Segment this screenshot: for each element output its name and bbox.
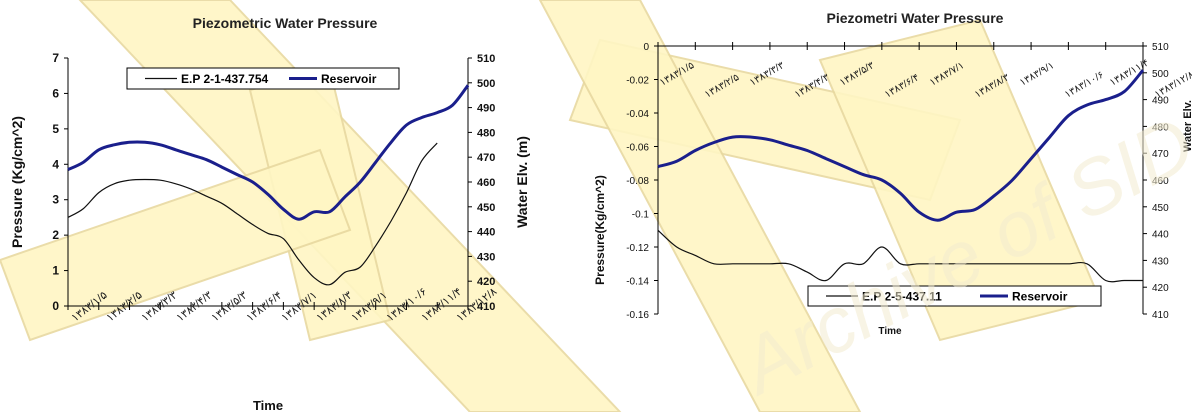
y2-tick-label: 430 — [477, 251, 495, 263]
y-tick-label: 0 — [643, 42, 649, 53]
legend-box — [807, 285, 1102, 307]
y-axis-label: Pressure (Kg/cm^2) — [9, 116, 25, 248]
x-tick-label: ۱۳۸۳/۹/۱ — [1018, 60, 1056, 88]
y2-tick-label: 500 — [1152, 69, 1169, 80]
y2-tick-label: 440 — [477, 227, 495, 239]
y-tick-label: -0.14 — [626, 277, 649, 288]
x-axis-label: Time — [878, 326, 902, 337]
y-tick-label: -0.04 — [626, 109, 649, 120]
x-tick-label: ۱۳۸۳/۴/۳ — [793, 72, 832, 101]
x-tick-label: ۱۳۸۳/۸/۳ — [973, 72, 1012, 101]
watermark-band-4 — [0, 148, 352, 342]
legend-label-pressure: E.P 2-1-437.754 — [181, 72, 269, 86]
watermark-band-3 — [538, 0, 862, 412]
y2-tick-label: 440 — [1152, 230, 1169, 241]
y2-tick-label: 420 — [1152, 283, 1169, 294]
y2-tick-label: 410 — [1152, 310, 1169, 321]
y-tick-label: 3 — [52, 193, 59, 207]
y2-tick-label: 450 — [477, 202, 495, 214]
x-tick-label: ۱۳۸۳/۷/۱ — [928, 60, 966, 88]
y-tick-label: 7 — [52, 51, 59, 65]
y-tick-label: 2 — [52, 228, 59, 242]
y2-tick-label: 510 — [1152, 42, 1169, 53]
y2-tick-label: 480 — [477, 127, 495, 139]
y-tick-label: -0.16 — [626, 310, 649, 321]
series-line-pressure — [657, 229, 1143, 283]
y2-tick-label: 470 — [477, 152, 495, 164]
legend-label-reservoir: Reservoir — [1012, 290, 1068, 304]
x-tick-label: ۱۳۸۳/۶/۴ — [883, 72, 921, 100]
x-axis-label: Time — [253, 398, 283, 412]
y-tick-label: -0.12 — [626, 243, 649, 254]
x-tick-label: ۱۳۸۳/۱۰/۶ — [1063, 69, 1106, 100]
y2-axis-label: Water Elv. (m) — [514, 136, 530, 228]
y2-axis-label: Water Elv. — [1182, 100, 1192, 152]
legend-box — [126, 67, 400, 90]
x-tick-label: ۱۳۸۳/۱/۵ — [658, 60, 696, 88]
x-tick-label: ۱۳۸۳/۲/۵ — [703, 72, 741, 100]
series-line-pressure — [67, 142, 438, 286]
y2-tick-label: 490 — [1152, 96, 1169, 107]
legend-label-reservoir: Reservoir — [321, 72, 377, 86]
series-line-reservoir — [657, 69, 1145, 222]
y2-tick-label: 490 — [477, 103, 495, 115]
y2-tick-label: 480 — [1152, 122, 1169, 133]
y-tick-label: -0.02 — [626, 76, 649, 87]
y-tick-label: 0 — [52, 299, 59, 313]
series-line-reservoir — [67, 84, 470, 221]
chart-title: Piezometri Water Pressure — [827, 10, 1004, 26]
y-axis-label: Pressure(Kg/cm^2) — [593, 175, 607, 285]
y-tick-label: 5 — [52, 122, 59, 136]
y2-tick-label: 460 — [477, 177, 495, 189]
y2-tick-label: 470 — [1152, 149, 1169, 160]
legend-label-pressure: E.P 2-5-437.11 — [862, 290, 942, 304]
y2-tick-label: 510 — [477, 53, 495, 65]
x-tick-label: ۱۳۸۳/۵/۳ — [838, 60, 877, 89]
y2-tick-label: 460 — [1152, 176, 1169, 187]
chart-title: Piezometric Water Pressure — [193, 15, 378, 31]
y2-tick-label: 410 — [477, 301, 495, 313]
y-tick-label: -0.08 — [626, 176, 649, 187]
y-tick-label: -0.1 — [632, 210, 650, 221]
y2-tick-label: 430 — [1152, 256, 1169, 267]
y2-tick-label: 500 — [477, 78, 495, 90]
y-tick-label: 1 — [52, 264, 59, 278]
y2-tick-label: 450 — [1152, 203, 1169, 214]
y-tick-label: 6 — [52, 86, 59, 100]
y-tick-label: 4 — [52, 157, 59, 171]
y2-tick-label: 420 — [477, 276, 495, 288]
x-tick-label: ۱۳۸۳/۳/۳ — [748, 60, 787, 89]
y-tick-label: -0.06 — [626, 143, 649, 154]
